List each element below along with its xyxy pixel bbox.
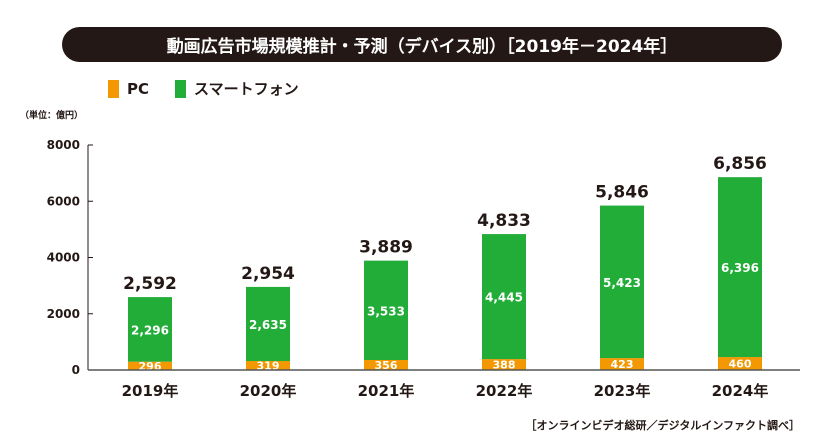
bar-pc — [600, 358, 644, 370]
data-label-smartphone: 3,533 — [367, 304, 405, 318]
total-label: 5,846 — [595, 183, 649, 203]
data-label-pc: 460 — [729, 358, 752, 371]
y-tick-label: 8000 — [47, 138, 80, 152]
data-label-pc: 356 — [375, 359, 398, 372]
bar-pc — [482, 359, 526, 370]
bar-pc — [364, 359, 408, 370]
y-tick-label: 4000 — [47, 251, 80, 265]
y-tick-label: 2000 — [47, 307, 80, 321]
x-tick-label: 2023年 — [594, 382, 651, 400]
bar-pc — [128, 361, 172, 370]
x-tick-label: 2024年 — [712, 382, 769, 400]
bar-smartphone — [600, 205, 644, 359]
bar-pc — [246, 361, 290, 370]
bar-smartphone — [246, 286, 290, 362]
x-tick-label: 2021年 — [358, 382, 415, 400]
data-label-smartphone: 5,423 — [603, 276, 641, 290]
unit-label: （単位：億円） — [20, 111, 84, 121]
data-label-smartphone: 2,296 — [131, 323, 169, 337]
data-label-smartphone: 4,445 — [485, 291, 523, 305]
legend-label-smartphone: スマートフォン — [194, 80, 299, 98]
data-label-smartphone: 2,635 — [249, 318, 287, 332]
y-tick-label: 0 — [72, 363, 80, 377]
bar-smartphone — [718, 177, 762, 358]
data-label-pc: 423 — [611, 358, 634, 371]
bar-smartphone — [364, 260, 408, 360]
data-label-pc: 388 — [493, 359, 516, 372]
bar-smartphone — [482, 234, 526, 360]
x-tick-label: 2019年 — [122, 382, 179, 400]
legend-item-smartphone: スマートフォン — [175, 78, 299, 99]
legend: PC スマートフォン — [108, 78, 299, 99]
legend-swatch-smartphone — [175, 79, 187, 98]
x-tick-label: 2020年 — [240, 382, 297, 400]
legend-label-pc: PC — [127, 79, 150, 98]
legend-item-pc: PC — [108, 78, 149, 99]
total-label: 2,592 — [123, 274, 177, 294]
chart-title: 動画広告市場規模推計・予測（デバイス別）［2019年－2024年］ — [62, 27, 782, 62]
bar-pc — [718, 357, 762, 370]
source-note: ［オンラインビデオ総研／デジタルインファクト調べ］ — [525, 419, 800, 432]
y-tick-label: 6000 — [47, 194, 80, 208]
data-label-pc: 296 — [139, 360, 162, 373]
legend-swatch-pc — [108, 79, 119, 98]
total-label: 2,954 — [241, 264, 295, 284]
total-label: 6,856 — [713, 154, 767, 174]
bar-smartphone — [128, 297, 172, 362]
total-label: 3,889 — [359, 238, 413, 258]
x-tick-label: 2022年 — [476, 382, 533, 400]
data-label-smartphone: 6,396 — [721, 261, 759, 275]
total-label: 4,833 — [477, 211, 531, 231]
